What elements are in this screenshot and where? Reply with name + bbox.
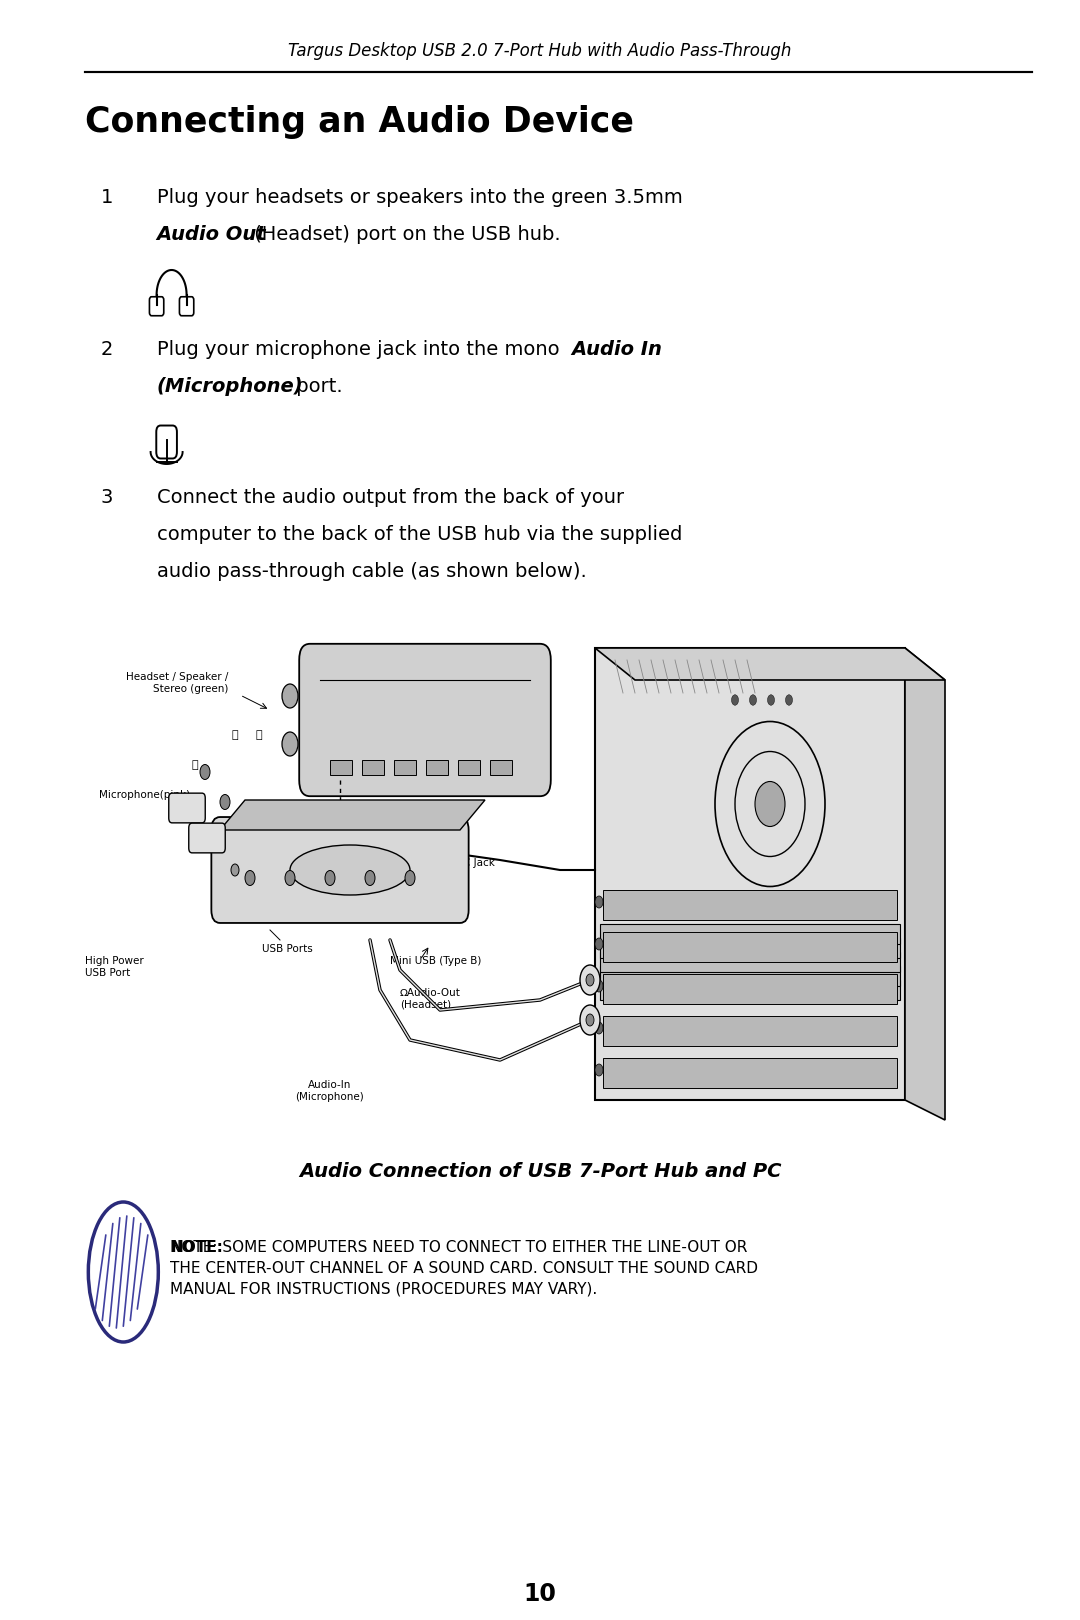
Text: (Headset) port on the USB hub.: (Headset) port on the USB hub. xyxy=(247,225,561,245)
Polygon shape xyxy=(220,800,485,829)
Circle shape xyxy=(405,870,415,886)
FancyBboxPatch shape xyxy=(212,816,469,923)
Text: 🔊: 🔊 xyxy=(255,731,261,740)
Circle shape xyxy=(325,870,335,886)
Circle shape xyxy=(586,974,594,987)
Text: 3: 3 xyxy=(100,488,112,507)
FancyBboxPatch shape xyxy=(603,1058,897,1089)
FancyBboxPatch shape xyxy=(189,823,226,852)
Polygon shape xyxy=(595,648,945,680)
Text: 🎧: 🎧 xyxy=(232,731,239,740)
Text: Connecting an Audio Device: Connecting an Audio Device xyxy=(85,105,634,139)
FancyBboxPatch shape xyxy=(603,931,897,962)
Circle shape xyxy=(586,1014,594,1025)
FancyBboxPatch shape xyxy=(600,980,900,1000)
Text: NOTE: SOME COMPUTERS NEED TO CONNECT TO EITHER THE LINE-OUT OR
THE CENTER-OUT CH: NOTE: SOME COMPUTERS NEED TO CONNECT TO … xyxy=(171,1239,758,1298)
Circle shape xyxy=(595,1022,603,1034)
Circle shape xyxy=(768,695,774,705)
FancyBboxPatch shape xyxy=(600,923,900,944)
Text: (Microphone): (Microphone) xyxy=(157,377,303,395)
Circle shape xyxy=(200,765,210,779)
FancyBboxPatch shape xyxy=(458,760,480,774)
Text: Microphone(pink): Microphone(pink) xyxy=(99,791,190,800)
Text: Headset / Speaker /
Stereo (green): Headset / Speaker / Stereo (green) xyxy=(125,672,228,693)
Text: Audio-In
(Microphone): Audio-In (Microphone) xyxy=(296,1081,364,1102)
Text: NOTE:: NOTE: xyxy=(171,1239,224,1256)
Text: Audio Out: Audio Out xyxy=(157,225,267,245)
Circle shape xyxy=(220,794,230,810)
Text: ΩAudio-Out
(Headset): ΩAudio-Out (Headset) xyxy=(400,988,461,1009)
Text: 1: 1 xyxy=(100,188,112,207)
Circle shape xyxy=(282,684,298,708)
FancyBboxPatch shape xyxy=(330,760,352,774)
FancyBboxPatch shape xyxy=(595,648,905,1100)
Circle shape xyxy=(731,695,739,705)
Text: computer to the back of the USB hub via the supplied: computer to the back of the USB hub via … xyxy=(157,525,681,544)
Circle shape xyxy=(595,980,603,991)
Text: USB Ports: USB Ports xyxy=(262,944,313,954)
Text: port.: port. xyxy=(289,377,342,395)
FancyBboxPatch shape xyxy=(394,760,416,774)
Text: USB Ports: USB Ports xyxy=(465,786,516,795)
Circle shape xyxy=(595,1064,603,1076)
Circle shape xyxy=(245,870,255,886)
Text: 🎙: 🎙 xyxy=(192,760,199,770)
Text: Connect the audio output from the back of your: Connect the audio output from the back o… xyxy=(157,488,624,507)
Ellipse shape xyxy=(89,1202,159,1341)
Ellipse shape xyxy=(291,846,410,894)
FancyBboxPatch shape xyxy=(600,966,900,987)
Circle shape xyxy=(580,966,600,995)
Circle shape xyxy=(365,870,375,886)
Circle shape xyxy=(595,896,603,907)
Circle shape xyxy=(750,695,756,705)
FancyBboxPatch shape xyxy=(603,974,897,1004)
Text: Audio Connection of USB 7-Port Hub and PC: Audio Connection of USB 7-Port Hub and P… xyxy=(299,1162,781,1181)
Circle shape xyxy=(755,781,785,826)
FancyBboxPatch shape xyxy=(490,760,512,774)
Circle shape xyxy=(580,1004,600,1035)
Text: Audio In: Audio In xyxy=(571,340,662,360)
Polygon shape xyxy=(905,648,945,1119)
FancyBboxPatch shape xyxy=(600,953,900,972)
Circle shape xyxy=(595,938,603,949)
FancyBboxPatch shape xyxy=(603,889,897,920)
FancyBboxPatch shape xyxy=(168,794,205,823)
FancyBboxPatch shape xyxy=(600,938,900,957)
Circle shape xyxy=(282,732,298,757)
FancyBboxPatch shape xyxy=(299,643,551,795)
Text: audio pass-through cable (as shown below).: audio pass-through cable (as shown below… xyxy=(157,562,586,582)
Text: 2: 2 xyxy=(100,340,112,360)
Circle shape xyxy=(785,695,793,705)
Text: 10: 10 xyxy=(524,1583,556,1605)
Text: Targus Desktop USB 2.0 7-Port Hub with Audio Pass-Through: Targus Desktop USB 2.0 7-Port Hub with A… xyxy=(288,42,792,60)
Circle shape xyxy=(285,870,295,886)
Text: High Power
USB Port: High Power USB Port xyxy=(85,956,144,977)
Circle shape xyxy=(231,863,239,876)
FancyBboxPatch shape xyxy=(603,1016,897,1047)
Text: DC Jack: DC Jack xyxy=(455,859,495,868)
Text: Plug your headsets or speakers into the green 3.5mm: Plug your headsets or speakers into the … xyxy=(157,188,683,207)
Text: Plug your microphone jack into the mono: Plug your microphone jack into the mono xyxy=(157,340,566,360)
FancyBboxPatch shape xyxy=(426,760,448,774)
Text: Mini USB (Type B): Mini USB (Type B) xyxy=(390,956,482,966)
FancyBboxPatch shape xyxy=(362,760,384,774)
